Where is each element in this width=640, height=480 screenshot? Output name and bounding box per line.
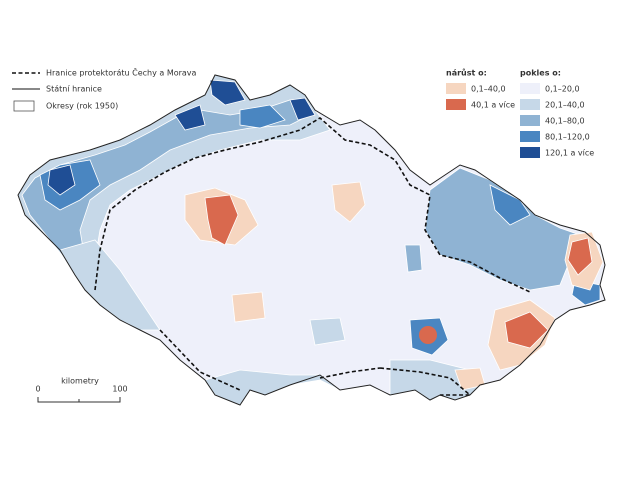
legend-swatch [520,115,540,126]
state-border [17,74,606,406]
region [239,104,286,129]
region [454,367,486,391]
legend-box [13,100,35,112]
legend-label: 40,1 a více [471,101,515,110]
region [331,181,366,223]
legend-swatch [520,131,540,142]
legend-label: Okresy (rok 1950) [46,102,118,111]
region [489,184,531,226]
legend-swatch [446,99,466,110]
region [47,164,76,196]
legend-label: 40,1–80,0 [545,117,585,126]
region [504,311,549,349]
region [174,104,206,131]
legend-label: Státní hranice [46,85,102,94]
region [231,291,266,323]
legend-title: pokles o: [520,69,561,78]
legend-lines: Hranice protektorátu Čechy a Morava Stát… [12,67,197,112]
scale-label: 0 [35,385,40,394]
region [567,237,593,276]
legend-swatch [520,83,540,94]
region [419,326,437,344]
scale-bar: kilometry 0 100 [35,377,128,403]
legend-label: 0,1–20,0 [545,85,580,94]
legend-title: nárůst o: [446,68,487,78]
region [309,317,346,346]
scale-label: 100 [112,385,127,394]
legend-swatch [446,83,466,94]
legend-label: 20,1–40,0 [545,101,585,110]
legend-swatch [520,99,540,110]
map-regions [17,74,606,406]
legend-label: 0,1–40,0 [471,85,506,94]
region [404,244,423,273]
legend-classes: nárůst o: 0,1–40,0 40,1 a více pokles o: 0,1… [446,68,594,158]
region [289,97,316,121]
scale-title: kilometry [61,377,99,386]
region [209,79,246,106]
scale-line [37,397,121,403]
legend-swatch [520,147,540,158]
legend-label: 80,1–120,0 [545,133,590,142]
legend-label: Hranice protektorátu Čechy a Morava [46,67,197,78]
legend-label: 120,1 a více [545,149,594,158]
region [204,194,239,246]
